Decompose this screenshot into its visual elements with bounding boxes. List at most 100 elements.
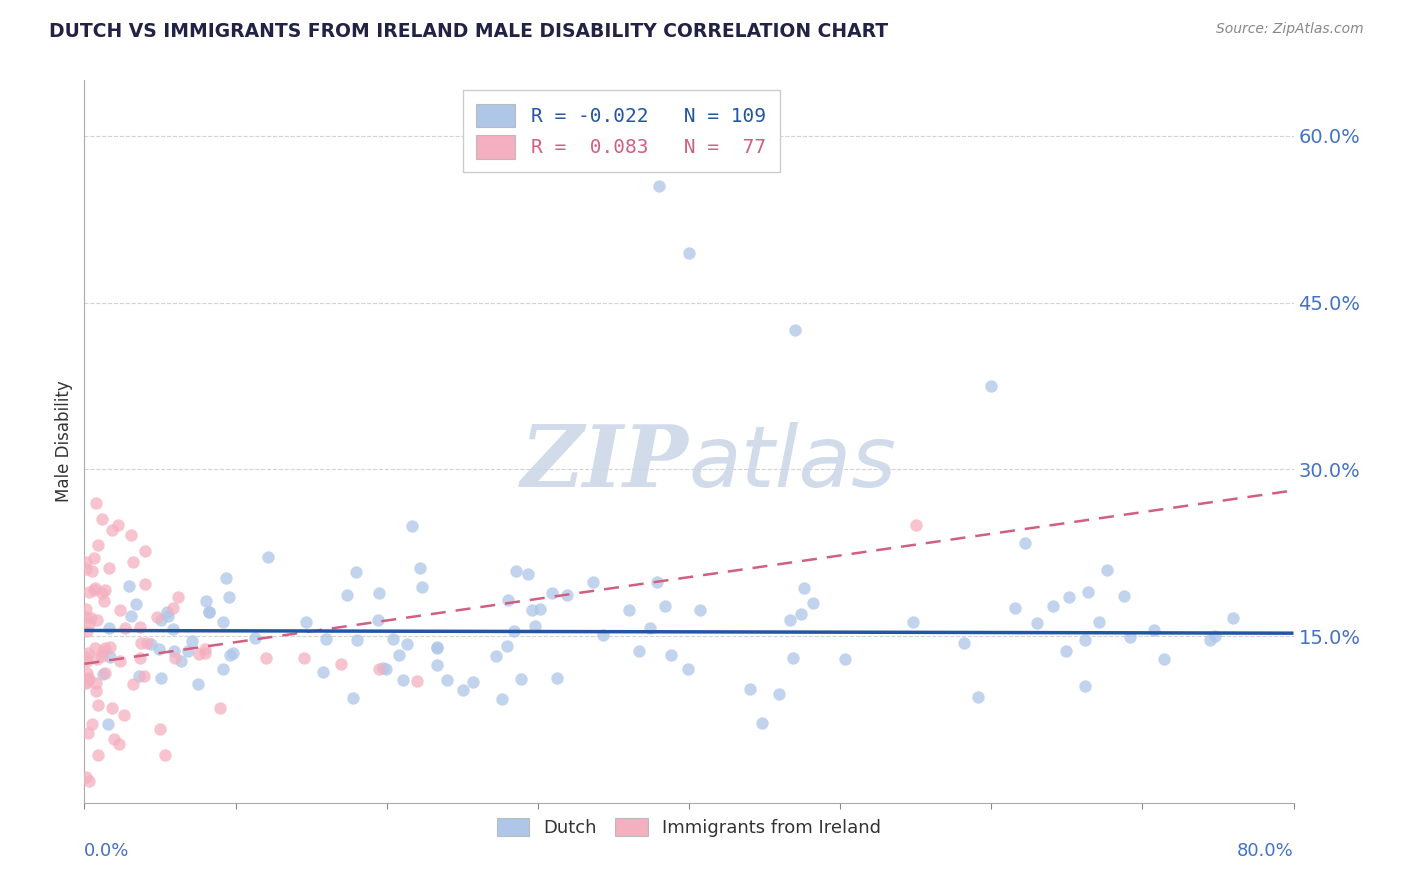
- Point: [75, 770, 97, 784]
- Point: [100, 524, 122, 538]
- Point: [491, 691, 513, 706]
- Point: [80, 716, 103, 731]
- Point: [1004, 600, 1026, 615]
- Point: [529, 602, 551, 616]
- Point: [368, 662, 391, 676]
- Point: [617, 603, 640, 617]
- Point: [148, 641, 170, 656]
- Point: [134, 669, 156, 683]
- Point: [510, 672, 533, 686]
- Point: [496, 592, 519, 607]
- Point: [84, 676, 107, 690]
- Point: [215, 571, 238, 585]
- Point: [373, 660, 395, 674]
- Point: [165, 651, 187, 665]
- Point: [425, 658, 447, 673]
- Point: [77, 617, 100, 632]
- Point: [292, 651, 315, 665]
- Point: [162, 622, 184, 636]
- Point: [451, 683, 474, 698]
- Point: [740, 681, 762, 696]
- Point: [86, 613, 108, 627]
- Point: [120, 608, 142, 623]
- Point: [582, 574, 605, 589]
- Point: [980, 379, 1002, 393]
- Point: [342, 691, 364, 706]
- Point: [76, 674, 98, 689]
- Point: [426, 641, 449, 656]
- Point: [80, 564, 103, 578]
- Point: [114, 621, 136, 635]
- Point: [789, 607, 811, 621]
- Point: [1014, 535, 1036, 549]
- Point: [592, 628, 614, 642]
- Point: [517, 567, 540, 582]
- Point: [779, 613, 801, 627]
- Point: [149, 613, 172, 627]
- Point: [75, 562, 97, 576]
- Point: [1077, 585, 1099, 599]
- Point: [396, 637, 419, 651]
- Point: [648, 178, 671, 193]
- Point: [80, 611, 103, 625]
- Point: [91, 666, 114, 681]
- Point: [98, 621, 121, 635]
- Point: [541, 586, 564, 600]
- Point: [1074, 632, 1097, 647]
- Point: [90, 586, 112, 600]
- Point: [122, 677, 145, 691]
- Point: [87, 748, 110, 763]
- Point: [103, 731, 125, 746]
- Point: [1143, 623, 1166, 637]
- Point: [98, 561, 121, 575]
- Point: [676, 662, 699, 676]
- Point: [107, 737, 129, 751]
- Point: [87, 698, 110, 713]
- Point: [1088, 615, 1111, 630]
- Point: [76, 654, 98, 668]
- Point: [381, 632, 404, 646]
- Point: [83, 550, 105, 565]
- Point: [83, 583, 105, 598]
- Point: [75, 610, 97, 624]
- Point: [180, 634, 202, 648]
- Point: [484, 648, 506, 663]
- Point: [117, 579, 139, 593]
- Point: [406, 673, 429, 688]
- Point: [1095, 563, 1118, 577]
- Point: [149, 722, 172, 736]
- Point: [502, 624, 524, 639]
- Point: [638, 621, 661, 635]
- Point: [76, 646, 98, 660]
- Point: [187, 677, 209, 691]
- Point: [901, 615, 924, 630]
- Point: [94, 640, 117, 655]
- Point: [367, 613, 389, 627]
- Point: [678, 245, 700, 260]
- Point: [110, 654, 132, 668]
- Point: [75, 676, 97, 690]
- Point: [659, 648, 682, 662]
- Point: [86, 496, 108, 510]
- Point: [374, 661, 396, 675]
- Point: [967, 690, 990, 705]
- Point: [93, 593, 115, 607]
- Point: [505, 564, 527, 578]
- Text: 0.0%: 0.0%: [84, 842, 129, 860]
- Point: [953, 636, 976, 650]
- Point: [426, 640, 449, 654]
- Point: [98, 649, 121, 664]
- Point: [368, 585, 391, 599]
- Point: [645, 574, 668, 589]
- Point: [134, 544, 156, 558]
- Point: [628, 644, 651, 658]
- Point: [1204, 629, 1226, 643]
- Point: [97, 716, 120, 731]
- Point: [219, 648, 242, 662]
- Point: [77, 672, 100, 686]
- Point: [1057, 590, 1080, 604]
- Point: [1026, 616, 1049, 631]
- Point: [170, 654, 193, 668]
- Point: [751, 716, 773, 731]
- Point: [524, 619, 547, 633]
